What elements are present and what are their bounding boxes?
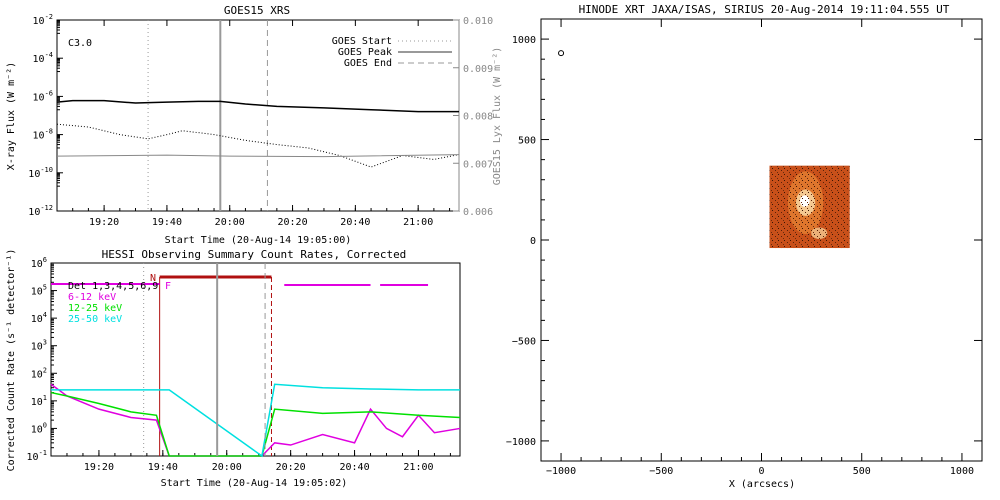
goes-right-tick-label: 0.010 xyxy=(463,16,493,27)
hessi-y-tick-label: 105 xyxy=(31,284,47,298)
goes-x-tick-label: 20:00 xyxy=(215,217,245,228)
hinode-points xyxy=(558,50,565,57)
hessi-x-tick-labels: 19:20 19:40 20:00 20:20 20:40 21:00 xyxy=(84,462,434,473)
hinode-x-label: X (arcsecs) xyxy=(729,479,795,490)
hessi-panel: HESSI Observing Summary Count Rates, Cor… xyxy=(6,248,461,489)
hinode-x-tick-label: 1000 xyxy=(950,466,974,477)
hessi-legend-label: 12-25 keV xyxy=(68,303,122,314)
hinode-title: HINODE XRT JAXA/ISAS, SIRIUS 20-Aug-2014… xyxy=(579,3,950,16)
goes-left-tick-label: 10-4 xyxy=(33,51,53,65)
goes-left-tick-label: 10-12 xyxy=(28,204,53,218)
hinode-x-tick-label: 0 xyxy=(758,466,764,477)
hessi-y-label: Corrected Count Rate (s⁻¹ detector⁻¹) xyxy=(6,249,17,472)
hessi-title: HESSI Observing Summary Count Rates, Cor… xyxy=(102,248,407,261)
goes-right-tick-label: 0.008 xyxy=(463,112,493,123)
goes-x-label: Start Time (20-Aug-14 19:05:00) xyxy=(165,235,352,246)
hinode-y-tick-label: 1000 xyxy=(512,35,536,46)
hinode-y-tick-label: 500 xyxy=(518,136,536,147)
goes-y-label-right: GOES15 Lyx Flux (W m⁻²) xyxy=(492,47,503,185)
hessi-y-tick-label: 10-1 xyxy=(27,449,47,463)
goes-right-tick-label: 0.006 xyxy=(463,207,493,218)
goes-lyx-line xyxy=(56,154,460,158)
hinode-marker-point xyxy=(558,50,565,57)
goes-left-tick-label: 10-10 xyxy=(28,166,53,180)
goes-x-tick-labels: 19:20 19:40 20:00 20:20 20:40 21:00 xyxy=(89,217,433,228)
goes-left-tick-label: 10-6 xyxy=(33,89,53,103)
goes-left-tick-label: 10-2 xyxy=(33,13,53,27)
hessi-y-tick-label: 101 xyxy=(31,394,47,408)
goes-left-tick-labels: 10-2 10-4 10-6 10-8 10-10 10-12 xyxy=(28,13,53,218)
hinode-x-tick-labels: −1000 −500 0 500 1000 xyxy=(546,466,974,477)
hessi-series xyxy=(50,383,461,458)
hessi-x-tick-label: 20:00 xyxy=(212,462,242,473)
hinode-y-tick-label: −1000 xyxy=(506,437,536,448)
hinode-y-tick-label: 0 xyxy=(530,236,536,247)
hinode-y-tick-label: −500 xyxy=(512,336,536,347)
xrt-image xyxy=(769,165,850,249)
hinode-y-tick-labels: 1000 500 0 −500 −1000 xyxy=(506,35,536,448)
hinode-panel: HINODE XRT JAXA/ISAS, SIRIUS 20-Aug-2014… xyxy=(506,3,983,490)
goes-right-tick-label: 0.009 xyxy=(463,64,493,75)
hinode-x-tick-label: 500 xyxy=(853,466,871,477)
goes-y-label-left: X-ray Flux (W m⁻²) xyxy=(6,62,17,170)
hessi-x-tick-label: 21:00 xyxy=(403,462,433,473)
goes-axis-ticks xyxy=(57,19,459,212)
hessi-y-tick-labels: 106 105 104 103 102 101 100 10-1 xyxy=(27,256,47,463)
hessi-legend-label: Det 1,3,4,5,6,9 xyxy=(68,281,158,292)
hinode-axis-ticks xyxy=(541,19,982,461)
hessi-night-marker: N xyxy=(150,273,156,284)
hessi-x-tick-label: 19:20 xyxy=(84,462,114,473)
hessi-x-tick-label: 20:20 xyxy=(276,462,306,473)
goes-x-tick-label: 20:20 xyxy=(277,217,307,228)
hessi-y-tick-label: 106 xyxy=(31,256,47,270)
hinode-x-tick-label: −1000 xyxy=(546,466,576,477)
hessi-y-tick-label: 103 xyxy=(31,339,47,353)
hessi-series-line-1 xyxy=(50,383,461,457)
hessi-legend-label: 6-12 keV xyxy=(68,292,116,303)
hessi-legend-label: 25-50 keV xyxy=(68,314,122,325)
hinode-x-tick-label: −500 xyxy=(649,466,673,477)
xrt-image-noise xyxy=(769,165,850,249)
goes-series xyxy=(56,99,460,168)
hessi-series-line-3 xyxy=(51,383,460,458)
goes-legend-label: GOES Start xyxy=(332,36,392,47)
goes-x-tick-label: 20:40 xyxy=(340,217,370,228)
goes-right-tick-labels: 0.010 0.009 0.008 0.007 0.006 xyxy=(463,16,493,218)
hessi-axis-ticks xyxy=(51,262,451,457)
hinode-plot-frame xyxy=(540,18,983,462)
goes-title: GOES15 XRS xyxy=(224,4,290,17)
goes-left-tick-label: 10-8 xyxy=(33,128,53,142)
hessi-y-tick-label: 100 xyxy=(31,421,47,435)
goes-x-tick-label: 19:20 xyxy=(89,217,119,228)
goes-legend-label: GOES End xyxy=(344,58,392,69)
goes-long-channel-line xyxy=(56,99,459,113)
goes-plot-frame xyxy=(56,19,460,212)
hessi-flare-marker: F xyxy=(165,281,171,292)
goes-short-channel-line xyxy=(56,123,460,168)
hessi-y-tick-label: 102 xyxy=(31,366,47,380)
hessi-x-tick-label: 20:40 xyxy=(340,462,370,473)
hessi-y-tick-label: 104 xyxy=(31,311,47,325)
goes-flare-class: C3.0 xyxy=(68,38,92,49)
goes-x-tick-label: 21:00 xyxy=(403,217,433,228)
hessi-event-lines xyxy=(143,263,266,456)
hessi-series-line-2 xyxy=(50,391,461,457)
goes-event-lines xyxy=(147,20,268,211)
goes-x-tick-label: 19:40 xyxy=(152,217,182,228)
hessi-x-tick-label: 19:40 xyxy=(148,462,178,473)
goes-right-tick-label: 0.007 xyxy=(463,159,493,170)
goes-legend-label: GOES Peak xyxy=(338,47,392,58)
hessi-x-label: Start Time (20-Aug-14 19:05:02) xyxy=(161,478,348,489)
